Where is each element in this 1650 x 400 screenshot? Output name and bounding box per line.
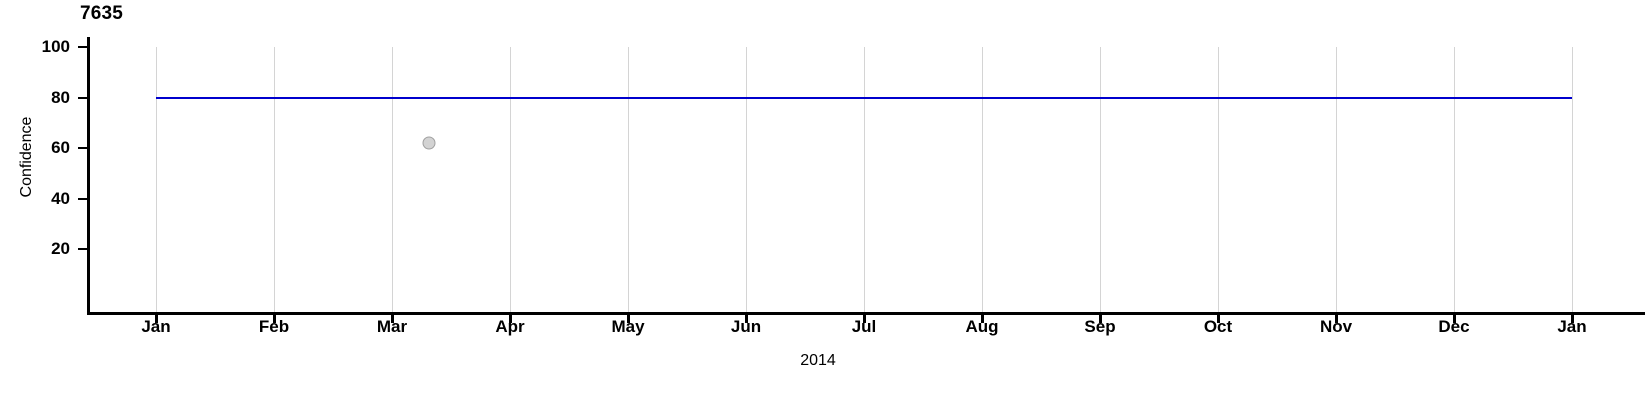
x-tick-mark [273,313,276,323]
x-axis-line [87,312,1645,315]
x-tick-label: Nov [1319,317,1353,336]
gridline [274,47,275,313]
y-axis-line [87,37,90,314]
y-tick-mark [78,46,88,48]
y-tick-mark [78,197,88,200]
y-tick-label: 40 [51,188,70,208]
x-tick-mark [1571,313,1574,323]
x-tick-mark [1099,313,1102,323]
x-tick-mark [981,313,984,323]
y-tick-mark [78,96,88,99]
x-tick-mark [1453,313,1456,323]
gridline [1336,47,1337,313]
x-tick-label: Sep [1084,317,1116,336]
x-tick-label: Jul [851,317,877,336]
x-tick-label: Mar [376,317,408,336]
gridline [628,47,629,313]
gridline [1218,47,1219,313]
y-tick-label: 60 [51,138,70,157]
gridline [156,47,157,313]
gridline [982,47,983,313]
gridline [1572,47,1573,313]
x-tick-mark [509,313,512,323]
x-tick-mark [155,313,158,323]
y-tick-mark [78,248,88,250]
x-tick-mark [863,313,866,323]
x-tick-label: Oct [1203,317,1233,336]
gridline [1100,47,1101,313]
x-tick-label: Aug [965,317,999,336]
x-tick-mark [745,313,748,323]
y-tick-mark [78,147,88,149]
x-tick-mark [627,313,630,323]
data-point-marker[interactable] [422,136,436,150]
x-tick-label: Jan [141,317,171,336]
x-tick-label: Jan [1557,317,1587,336]
x-tick-label: Apr [495,317,525,336]
x-tick-label: Dec [1438,317,1470,336]
x-axis-label: 2014 [800,352,836,369]
x-tick-mark [1335,313,1338,323]
y-tick-label: 100 [41,37,70,56]
gridline [746,47,747,313]
gridline [1454,47,1455,313]
y-tick-label: 80 [51,87,70,107]
x-tick-label: Feb [258,317,290,336]
y-tick-label: 20 [51,239,70,258]
x-tick-label: May [611,317,645,336]
x-tick-label: Jun [730,317,762,336]
x-tick-mark [391,313,394,323]
chart-title: 7635 [80,3,124,24]
gridline [864,47,865,313]
gridline [510,47,511,313]
x-tick-mark [1217,313,1220,323]
threshold-line [156,96,1572,99]
gridline [392,47,393,313]
